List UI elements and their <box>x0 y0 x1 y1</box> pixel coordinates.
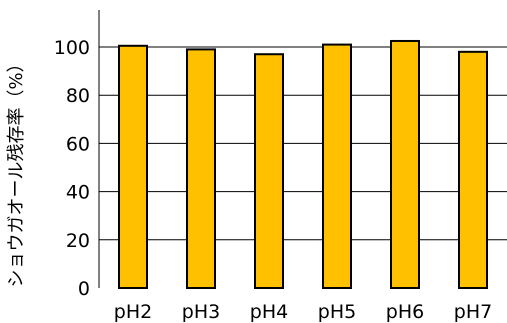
y-axis-label: ショウガオール残存率（%） <box>6 54 27 287</box>
x-tick-label-ph7: pH7 <box>454 301 492 323</box>
bar-ph2 <box>118 44 148 289</box>
y-tick-label-0: 0 <box>78 278 90 300</box>
x-tick-label-ph4: pH4 <box>250 301 288 323</box>
y-tick-label-4: 80 <box>66 85 90 107</box>
y-tick-label-5: 100 <box>54 37 90 59</box>
x-tick-label-ph3: pH3 <box>182 301 220 323</box>
y-tick-label-2: 40 <box>66 182 90 204</box>
bar-ph4 <box>254 53 284 290</box>
x-tick-label-ph2: pH2 <box>114 301 152 323</box>
bar-ph6 <box>390 39 420 289</box>
bar-ph7 <box>458 50 488 289</box>
y-tick-label-1: 20 <box>66 230 90 252</box>
x-tick-label-ph6: pH6 <box>386 301 424 323</box>
y-tick-labels: 0 20 40 60 80 100 <box>54 37 90 300</box>
bar-ph5 <box>322 43 352 290</box>
y-tick-label-3: 60 <box>66 133 90 155</box>
gridlines <box>99 46 507 241</box>
bar-ph3 <box>186 48 216 289</box>
x-tick-label-ph5: pH5 <box>318 301 356 323</box>
bars <box>118 39 488 290</box>
x-tick-labels: pH2 pH3 pH4 pH5 pH6 pH7 <box>114 301 492 323</box>
